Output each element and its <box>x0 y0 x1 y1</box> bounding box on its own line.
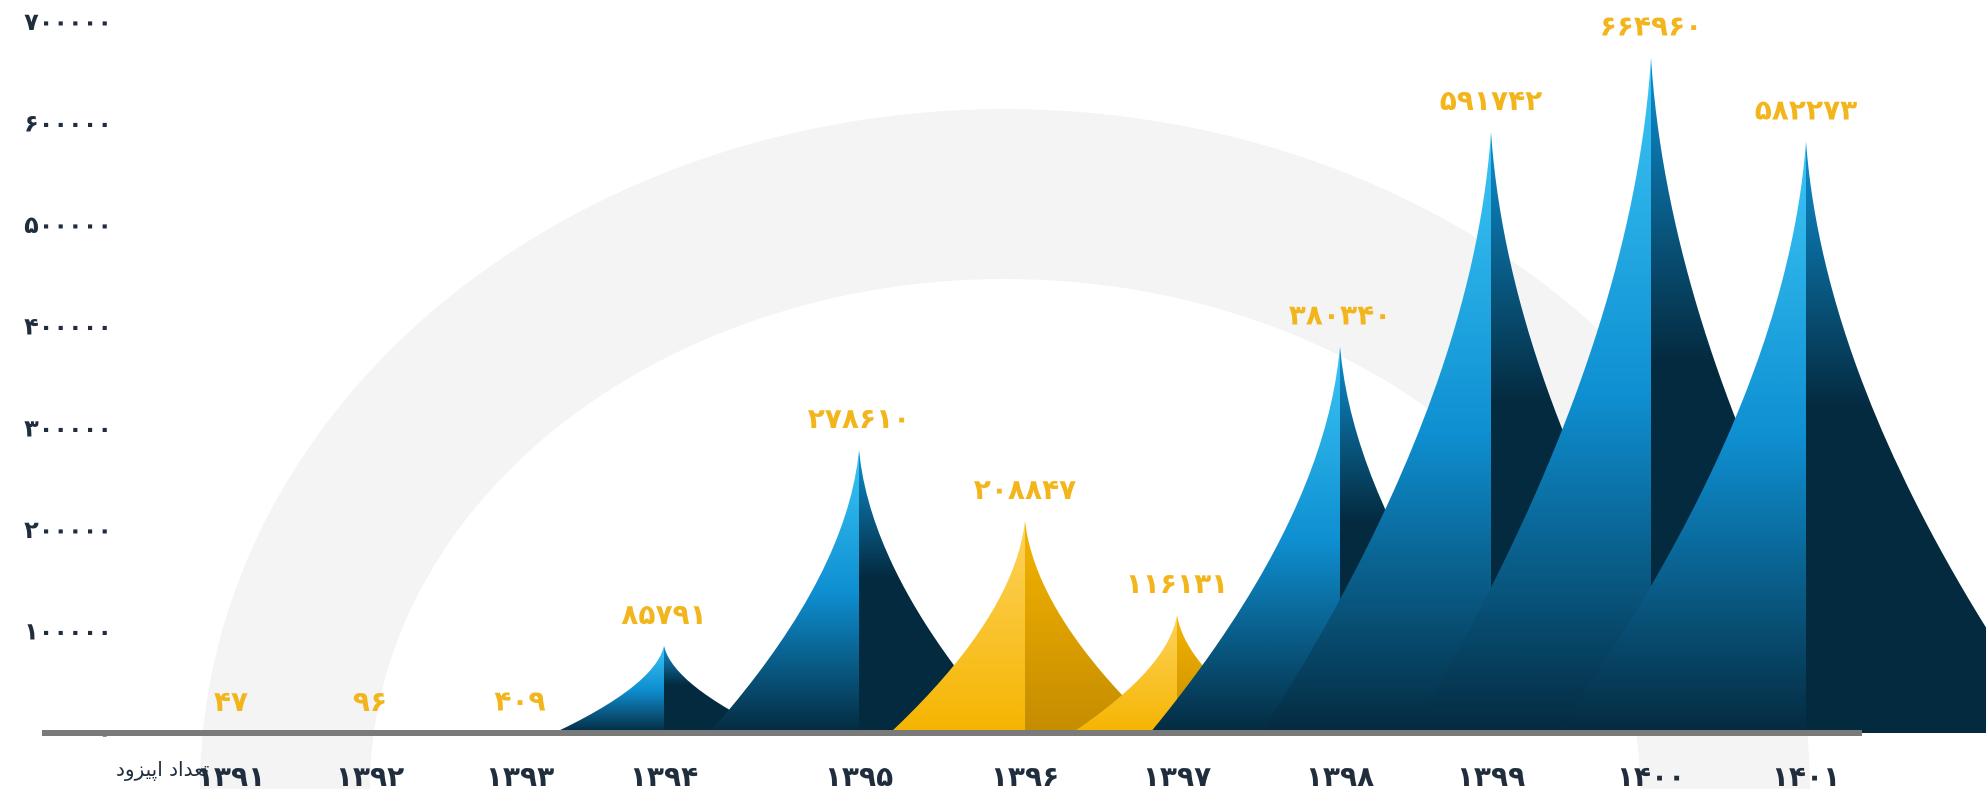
peak-right-face <box>1806 141 1986 733</box>
value-label: ۳۸۰۳۴۰ <box>1289 299 1392 332</box>
x-tick-label: ۱۳۹۵ <box>825 760 893 789</box>
value-label: ۶۶۴۹۶۰ <box>1600 10 1703 43</box>
x-tick-label: ۱۳۹۷ <box>1143 760 1211 789</box>
peak-right-face <box>664 645 774 733</box>
y-tick-label: ۶۰۰۰۰۰ <box>24 110 112 138</box>
x-tick-label: ۱۳۹۸ <box>1306 760 1374 789</box>
value-label: ۹۶ <box>353 685 387 718</box>
value-labels: ۴۷ ۹۶ ۴۰۹ ۸۵۷۹۱ ۲۷۸۶۱۰ ۲۰۸۸۴۷ ۱۱۶۱۳۱ ۳۸۰۳۴۰ ۵۹۱۷… <box>214 10 1857 718</box>
x-tick-label: ۱۳۹۲ <box>336 760 404 789</box>
peak-5 <box>890 520 1160 733</box>
value-label: ۵۸۲۲۷۳ <box>1755 94 1858 127</box>
peak-left-face <box>890 520 1025 733</box>
x-tick-label: ۱۳۹۱ <box>197 760 265 789</box>
peak-4 <box>709 450 1009 733</box>
peak-left-face <box>709 450 859 733</box>
peak-left-face <box>554 645 664 733</box>
y-tick-label: ۲۰۰۰۰۰ <box>24 516 112 544</box>
x-tick-label: ۱۳۹۶ <box>991 760 1059 789</box>
value-label: ۴۰۹ <box>494 685 545 718</box>
baseline-bar <box>42 730 1862 736</box>
peak-left-face <box>1072 615 1177 733</box>
value-label: ۲۷۸۶۱۰ <box>808 402 911 435</box>
peak-left-face <box>1261 131 1491 733</box>
y-axis-label: تعداد اپیزود <box>116 757 209 782</box>
y-tick-label: ۳۰۰۰۰۰ <box>24 414 112 442</box>
x-axis: ۱۳۹۱ ۱۳۹۲ ۱۳۹۳ ۱۳۹۴ ۱۳۹۵ ۱۳۹۶ ۱۳۹۷ ۱۳۹۸ ۱۳۹۹ ۱۴۰۰… <box>197 760 1840 789</box>
y-tick-label: ۷۰۰۰۰۰ <box>24 8 112 36</box>
peak-right-face <box>1025 520 1160 733</box>
y-tick-label: ۵۰۰۰۰۰ <box>24 211 112 239</box>
x-tick-label: ۱۳۹۴ <box>630 760 698 789</box>
value-label: ۸۵۷۹۱ <box>621 598 706 631</box>
peak-3 <box>554 645 774 733</box>
peak-left-face <box>1556 141 1806 733</box>
y-axis: ۰۱۰۰۰۰۰۲۰۰۰۰۰۳۰۰۰۰۰۴۰۰۰۰۰۵۰۰۰۰۰۶۰۰۰۰۰۷۰۰… <box>24 8 112 747</box>
x-tick-label: ۱۴۰۰ <box>1617 760 1685 789</box>
y-tick-label: ۱۰۰۰۰۰ <box>24 617 112 645</box>
chart-peaks <box>161 57 1986 733</box>
value-label: ۴۷ <box>214 685 248 718</box>
value-label: ۲۰۸۸۴۷ <box>974 473 1077 506</box>
x-tick-label: ۱۴۰۱ <box>1772 760 1840 789</box>
value-label: ۵۹۱۷۴۲ <box>1440 84 1543 117</box>
y-tick-label: ۴۰۰۰۰۰ <box>24 313 112 341</box>
baseline <box>42 730 1862 736</box>
peak-left-face <box>1150 346 1340 733</box>
peak-10 <box>1556 141 1986 733</box>
x-tick-label: ۱۳۹۳ <box>486 760 554 789</box>
peak-right-face <box>859 450 1009 733</box>
value-label: ۱۱۶۱۳۱ <box>1126 567 1229 600</box>
peak-left-face <box>1411 57 1651 733</box>
x-tick-label: ۱۳۹۹ <box>1457 760 1525 789</box>
